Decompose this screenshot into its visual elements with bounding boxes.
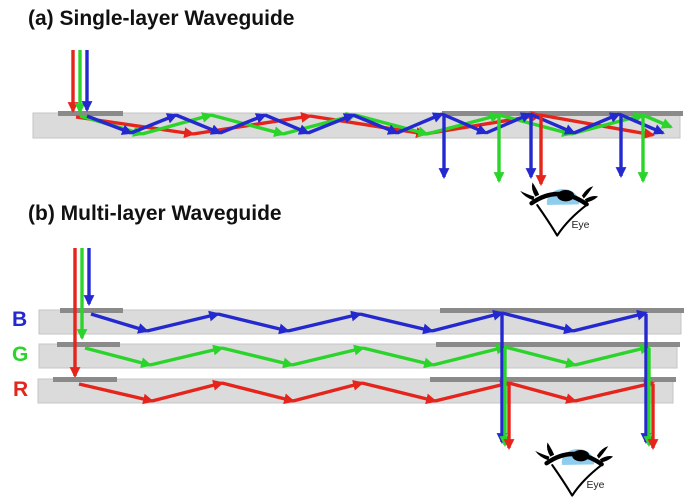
eye-label: Eye — [571, 220, 589, 231]
panel-b-light-ray-blue — [359, 312, 434, 335]
panel-a-light-ray-green — [210, 113, 285, 138]
panel-a-out-coupler — [442, 111, 683, 116]
panel-b-out-coupler — [430, 377, 676, 382]
panel-b-light-ray-red — [292, 379, 364, 403]
panel-b-out-coupler — [436, 342, 680, 347]
panel-a-light-ray-blue — [352, 113, 399, 135]
panel-b-eye-icon: Eye — [535, 442, 614, 497]
panel-b-light-ray-red — [78, 382, 154, 405]
panel-a-light-ray-blue — [130, 113, 178, 135]
panel-a-light-ray-blue — [86, 114, 133, 135]
panel-a-light-ray-blue — [485, 112, 532, 135]
panel-b-light-ray-red — [574, 379, 655, 403]
panel-a-light-ray-green — [354, 113, 429, 138]
panel-b-in-coupler — [57, 342, 120, 347]
eye-upper-lid — [529, 191, 589, 207]
panel-b-light-ray-blue — [431, 309, 504, 333]
panel-b-light-ray-red — [221, 381, 295, 405]
eye-upper-lid — [544, 451, 604, 467]
panel-b-light-ray-green — [362, 346, 435, 369]
eye-lower-lid — [536, 203, 589, 237]
panel-a-light-ray-blue — [264, 113, 310, 135]
panel-b-graphics: Eye — [37, 248, 684, 497]
panel-b-light-ray-red — [434, 379, 511, 403]
panel-b-light-ray-green — [149, 344, 224, 367]
panel-a-light-ray-blue — [175, 113, 222, 135]
panel-a-light-ray-blue — [307, 113, 355, 135]
panel-b-light-ray-red — [151, 379, 224, 403]
eye-lash — [535, 450, 550, 461]
panel-a-eye-icon: Eye — [520, 182, 599, 237]
panel-a-in-coupler — [58, 111, 123, 116]
panel-b-light-ray-red — [508, 381, 577, 404]
panel-a-light-ray-blue — [219, 113, 267, 135]
panel-b-in-coupler — [60, 308, 123, 313]
panel-b-light-ray-green — [574, 343, 651, 367]
panel-b-light-ray-blue — [287, 310, 362, 333]
eye-lash — [584, 196, 599, 203]
eye-lash — [531, 182, 540, 197]
panel-a-light-ray-blue — [441, 112, 488, 135]
layer-label-b: B — [12, 308, 28, 331]
panel-b-waveguide-slab — [38, 309, 682, 335]
panel-b-light-ray-blue — [146, 310, 220, 333]
panel-b-light-ray-blue — [90, 312, 149, 334]
eye-lash — [520, 190, 535, 201]
panel-b-light-ray-blue — [572, 309, 648, 333]
panel-a-light-ray-blue — [573, 112, 621, 135]
panel-a-light-ray-blue — [529, 112, 576, 135]
panel-b-light-ray-green — [84, 346, 152, 369]
panel-b-light-ray-blue — [501, 311, 575, 335]
layer-label-r: R — [13, 378, 29, 401]
panel-b-light-ray-red — [361, 381, 437, 405]
panel-b-light-ray-green — [504, 345, 577, 369]
panel-b-title: (b) Multi-layer Waveguide — [28, 202, 282, 225]
panel-a-light-ray-green — [498, 113, 573, 138]
panel-a-title: (a) Single-layer Waveguide — [28, 7, 295, 30]
eye-lash — [599, 456, 614, 463]
panel-a-light-ray-blue — [618, 112, 665, 135]
panel-a-light-ray-blue — [396, 112, 444, 135]
panel-a-light-ray-green — [141, 112, 213, 136]
panel-b-light-ray-blue — [217, 312, 290, 335]
eye-lash — [581, 186, 594, 199]
panel-b-light-ray-green — [291, 344, 365, 367]
eye-lower-lid — [551, 463, 604, 497]
panel-a-light-ray-green — [642, 113, 673, 129]
layer-label-g: G — [12, 343, 29, 366]
panel-b-in-coupler — [53, 377, 117, 382]
eye-label: Eye — [586, 480, 604, 491]
panel-b-light-ray-green — [432, 343, 507, 367]
eye-lash — [596, 446, 609, 459]
panel-a-graphics: Eye — [32, 50, 683, 237]
eye-lash — [546, 442, 555, 457]
panel-b-light-ray-green — [221, 346, 294, 369]
panel-b-out-coupler — [440, 308, 684, 313]
